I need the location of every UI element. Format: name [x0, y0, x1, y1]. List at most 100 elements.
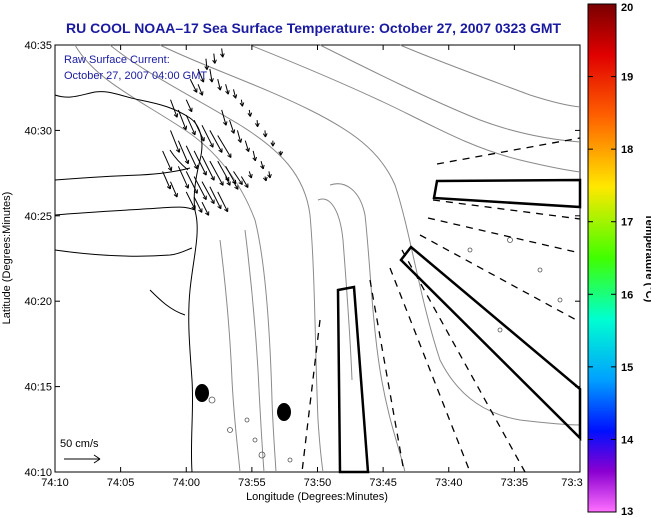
coastline-path — [54, 91, 203, 473]
current-arrow — [162, 171, 172, 190]
current-vectors — [162, 48, 284, 216]
current-arrow — [185, 145, 198, 170]
current-arrow — [225, 176, 231, 186]
current-arrow — [244, 140, 250, 153]
y-tick-label: 40:20 — [24, 296, 52, 308]
current-arrow — [225, 84, 230, 95]
contour-line — [74, 44, 277, 473]
y-tick-label: 40:15 — [24, 382, 52, 394]
current-arrow — [197, 84, 204, 96]
colorbar-tick-label: 13 — [621, 506, 633, 518]
current-arrow — [254, 120, 260, 128]
current-arrow — [212, 53, 217, 64]
colorbar — [587, 3, 617, 513]
transect-box — [336, 285, 370, 474]
contour-line — [244, 229, 265, 473]
colorbar-ticks: 20 19 18 17 16 15 14 13 — [588, 2, 634, 518]
current-arrow — [193, 176, 207, 201]
beam-line — [389, 267, 471, 473]
current-arrow — [201, 155, 215, 181]
coastline-path — [54, 247, 193, 257]
colorbar-tick-label: 17 — [621, 217, 633, 229]
annotation-line-1: Raw Surface Current: — [64, 54, 170, 66]
current-arrow — [236, 130, 243, 143]
speckle — [497, 327, 503, 333]
current-arrow — [193, 150, 207, 176]
contour-line — [399, 44, 581, 108]
x-axis: 74:10 74:05 74:00 73:55 73:50 73:45 73:40 73:35… — [41, 45, 583, 489]
coastline-path — [54, 167, 191, 181]
contour-line — [109, 44, 324, 473]
current-arrow — [170, 99, 179, 118]
current-arrow — [197, 68, 205, 83]
current-arrow — [185, 171, 198, 194]
contour-line — [219, 239, 241, 473]
current-arrow — [247, 109, 253, 117]
contour-line — [159, 44, 581, 426]
coastline-path — [149, 289, 186, 316]
current-arrow — [170, 181, 178, 198]
current-arrow — [232, 89, 238, 99]
bathymetry-contours — [74, 44, 581, 473]
colorbar-label: Temperature (°C) — [643, 214, 651, 303]
annotation-line-2: October 27, 2007 04:00 GMT — [64, 70, 207, 82]
current-arrow — [260, 161, 265, 170]
current-arrow — [209, 68, 214, 83]
current-arrow — [239, 99, 245, 107]
current-arrow — [248, 171, 253, 179]
speckle — [537, 267, 543, 273]
speckle — [252, 437, 258, 443]
current-arrow — [262, 130, 268, 138]
beam-line — [401, 249, 526, 473]
current-arrow — [185, 191, 196, 210]
x-axis-label: Longitude (Degrees:Minutes) — [246, 491, 388, 503]
station-dot — [195, 384, 209, 402]
y-axis-label: Latitude (Degrees:Minutes) — [1, 192, 13, 325]
coastline-path — [169, 149, 189, 171]
beam-line — [436, 137, 581, 165]
coastline-path — [54, 206, 196, 216]
current-arrow — [170, 130, 181, 153]
chart-title: RU COOL NOAA–17 Sea Surface Temperature:… — [66, 20, 562, 36]
current-arrow — [240, 176, 249, 188]
station-dot — [277, 403, 291, 421]
current-arrow — [263, 176, 268, 182]
contour-line — [329, 183, 406, 473]
speckle — [244, 417, 250, 423]
current-arrow — [193, 196, 203, 213]
current-arrow — [221, 109, 228, 126]
current-arrow — [201, 181, 215, 205]
current-arrow — [252, 150, 257, 162]
contour-line — [319, 44, 581, 143]
current-arrow — [209, 130, 223, 153]
y-tick-label: 40:10 — [24, 467, 52, 479]
current-arrow — [278, 150, 284, 156]
scale-label: 50 cm/s — [60, 438, 99, 450]
transect-box — [399, 245, 582, 442]
current-arrow — [217, 135, 232, 158]
current-arrow — [177, 140, 190, 165]
y-tick-label: 40:25 — [24, 211, 52, 223]
speckle — [467, 247, 473, 253]
current-arrow — [201, 125, 214, 148]
map-area: 50 cm/s Raw Surface Current: October 27,… — [54, 44, 582, 474]
colorbar-tick-label: 18 — [621, 144, 633, 156]
current-arrow — [209, 186, 222, 210]
colorbar-tick-label: 16 — [621, 289, 633, 301]
current-arrow — [209, 160, 224, 186]
y-tick-label: 40:35 — [24, 40, 52, 52]
speckle — [258, 451, 266, 459]
x-tick-label: 73:55 — [238, 477, 266, 489]
transect-boxes — [336, 178, 582, 474]
current-arrow — [217, 191, 229, 213]
coastline — [54, 91, 203, 473]
beam-line — [419, 234, 581, 323]
speckle — [557, 297, 563, 303]
current-arrow — [267, 171, 272, 179]
contour-line — [317, 198, 353, 381]
x-tick-label: 74:05 — [107, 477, 135, 489]
contour-line — [249, 44, 581, 173]
current-arrow — [233, 181, 239, 190]
x-tick-label: 73:50 — [304, 477, 332, 489]
